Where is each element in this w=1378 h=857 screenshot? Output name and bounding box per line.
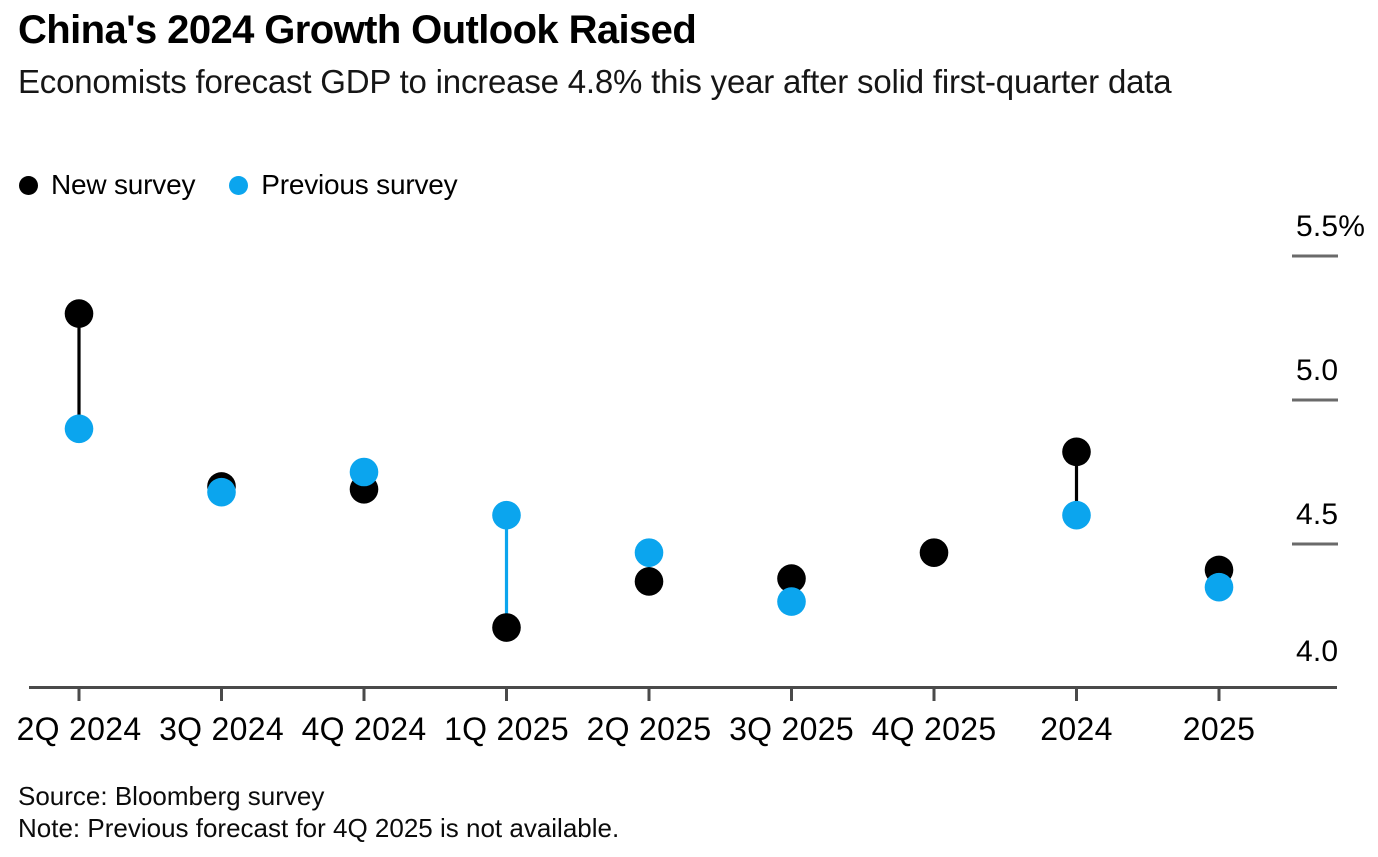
new-survey-dot: [919, 538, 949, 567]
previous-survey-dot-icon: [229, 175, 249, 195]
new-survey-dot: [634, 567, 664, 596]
x-axis-label: 2024: [1040, 711, 1112, 747]
x-axis-label: 3Q 2024: [159, 711, 284, 747]
new-survey-dot: [777, 564, 806, 593]
x-axis-label: 4Q 2024: [302, 711, 427, 747]
new-survey-dot: [64, 299, 94, 328]
previous-survey-dot: [1062, 500, 1091, 530]
x-axis-label: 1Q 2025: [444, 711, 569, 747]
legend: New survey Previous survey: [19, 169, 458, 201]
x-axis-line: [29, 686, 1337, 689]
previous-survey-dot: [492, 500, 521, 530]
y-axis-tick: [1292, 254, 1338, 258]
x-axis-tick: [220, 687, 223, 701]
x-axis-tick: [932, 687, 936, 701]
chart-footer: Source: Bloomberg survey Note: Previous …: [18, 780, 619, 844]
legend-item-new-survey: New survey: [19, 169, 195, 201]
x-axis-tick: [362, 687, 366, 701]
y-axis-label: 5.5%: [1296, 210, 1365, 243]
y-axis-label: 4.5: [1296, 498, 1338, 531]
x-axis-label: 2025: [1183, 711, 1255, 747]
new-survey-dot-icon: [19, 175, 38, 195]
chart-subtitle: Economists forecast GDP to increase 4.8%…: [18, 63, 1172, 100]
y-axis-tick: [1292, 542, 1338, 546]
previous-survey-dot: [1204, 572, 1234, 602]
x-axis-tick: [1075, 687, 1078, 701]
new-survey-dot: [1062, 437, 1091, 467]
x-axis-label: 2Q 2025: [587, 711, 712, 747]
x-axis-tick: [505, 687, 508, 701]
y-axis-label: 5.0: [1296, 354, 1338, 387]
chart-header: China's 2024 Growth Outlook Raised Econo…: [18, 6, 1358, 103]
previous-survey-dot: [777, 587, 806, 616]
y-axis-tick: [1292, 398, 1338, 402]
x-axis-tick: [790, 687, 793, 701]
previous-survey-dot: [207, 477, 236, 507]
new-survey-dot: [492, 613, 521, 642]
legend-label-new-survey: New survey: [51, 169, 196, 200]
availability-note: Note: Previous forecast for 4Q 2025 is n…: [18, 813, 620, 843]
chart-title: China's 2024 Growth Outlook Raised: [18, 8, 697, 52]
previous-survey-dot: [634, 538, 664, 567]
x-axis-tick: [77, 687, 81, 701]
previous-survey-dot: [349, 457, 379, 487]
source-note: Source: Bloomberg survey: [18, 781, 325, 811]
legend-item-previous-survey: Previous survey: [229, 169, 458, 201]
x-axis-label: 3Q 2025: [729, 711, 854, 747]
legend-label-previous-survey: Previous survey: [261, 169, 458, 200]
x-axis-label: 2Q 2024: [17, 711, 142, 747]
previous-survey-dot: [64, 414, 94, 444]
x-axis-tick: [1217, 687, 1221, 701]
y-axis-label: 4.0: [1296, 635, 1338, 668]
x-axis-tick: [647, 687, 651, 701]
x-axis-label: 4Q 2025: [872, 711, 997, 747]
